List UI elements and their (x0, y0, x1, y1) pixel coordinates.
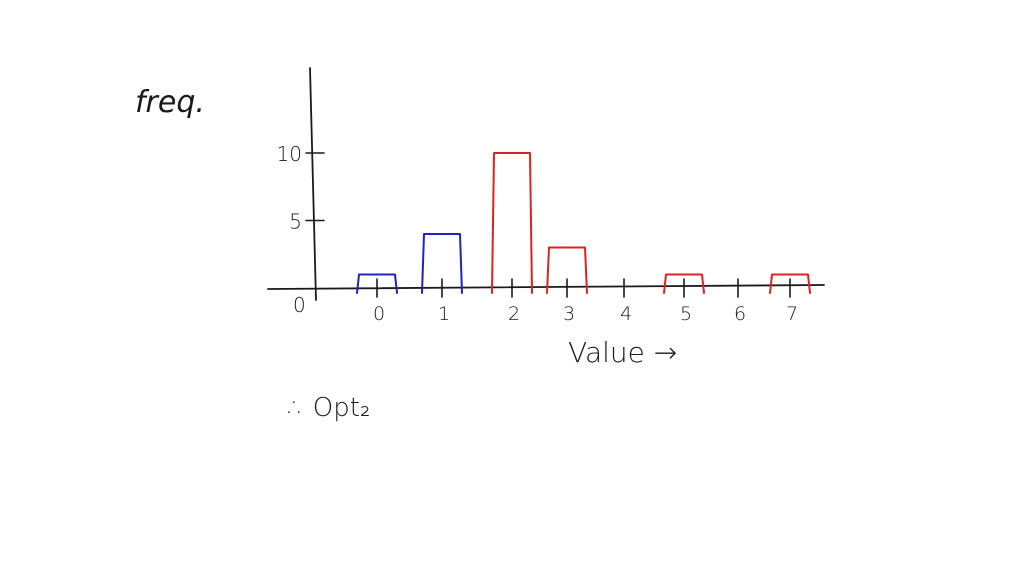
bar-5 (663, 273, 705, 294)
bar-2 (491, 152, 533, 294)
x-axis (267, 284, 825, 290)
x-tick-label: 4 (620, 303, 632, 325)
x-ticks: 0 1 2 3 4 5 6 7 (373, 278, 798, 325)
y-tick-label: 10 (277, 142, 302, 166)
bar-3 (546, 246, 588, 294)
conclusion-note: ∴ Opt₂ (288, 393, 370, 423)
x-tick-label: 3 (563, 303, 575, 325)
y-axis (309, 67, 317, 301)
x-tick-label: 0 (373, 303, 385, 325)
x-tick-label: 6 (734, 303, 746, 325)
x-tick-label: 2 (508, 303, 520, 325)
bar-0 (356, 273, 398, 294)
x-tick-label: 5 (680, 303, 692, 325)
bar-7 (769, 273, 811, 294)
y-tick-label: 5 (289, 210, 302, 234)
y-axis-label: freq. (135, 85, 205, 120)
x-tick-label: 7 (786, 303, 798, 325)
y-ticks: 5 10 (277, 142, 325, 234)
origin-label: 0 (293, 293, 306, 317)
bars (356, 152, 811, 294)
bar-1 (421, 233, 463, 294)
x-tick-label: 1 (438, 303, 450, 325)
x-axis-label: Value → (568, 336, 677, 369)
